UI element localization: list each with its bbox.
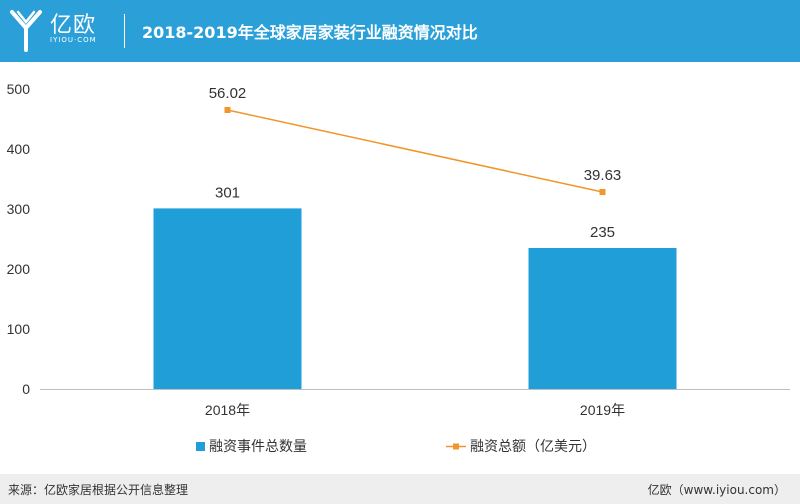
x-tick-label: 2018年	[205, 402, 250, 418]
header-divider	[124, 14, 125, 48]
line-point-1	[224, 107, 231, 113]
legend-swatch-bar	[196, 442, 205, 451]
bar-value-label: 301	[215, 184, 240, 201]
footer-bar: 来源：亿欧家居根据公开信息整理 亿欧（www.iyiou.com）	[0, 474, 800, 504]
legend-marker-line	[453, 443, 459, 450]
site-credit: 亿欧（www.iyiou.com）	[647, 483, 786, 497]
legend-label-line: 融资总额（亿美元）	[470, 439, 596, 455]
y-tick-label: 200	[7, 261, 31, 277]
brand-name: 亿欧	[50, 13, 97, 38]
bar-value-label: 235	[590, 224, 615, 241]
bar-1	[153, 208, 302, 389]
header-bar: 亿欧 IYIOU·COM 2018-2019年全球家居家装行业融资情况对比	[0, 0, 800, 62]
line-point-2	[599, 189, 606, 195]
chart-area: 0 100 200 300 400 500 301 2018年 235 2019年 56.02 39.…	[7, 81, 790, 455]
y-tick-label: 100	[7, 321, 31, 337]
legend-label-bar: 融资事件总数量	[209, 439, 307, 455]
y-tick-label: 300	[7, 201, 31, 217]
chart-title: 2018-2019年全球家居家装行业融资情况对比	[142, 23, 478, 42]
x-tick-label: 2019年	[580, 402, 625, 418]
iyiou-logo-icon	[10, 10, 42, 52]
y-tick-label: 0	[22, 381, 30, 397]
y-tick-label: 500	[7, 81, 31, 97]
y-tick-label: 400	[7, 141, 31, 157]
source-note: 来源：亿欧家居根据公开信息整理	[8, 483, 189, 497]
line-series-total-amount	[227, 109, 603, 193]
bar-2	[528, 248, 677, 389]
line-value-label: 56.02	[209, 85, 247, 102]
line-value-label: 39.63	[584, 167, 622, 184]
brand-subtitle: IYIOU·COM	[50, 36, 97, 44]
